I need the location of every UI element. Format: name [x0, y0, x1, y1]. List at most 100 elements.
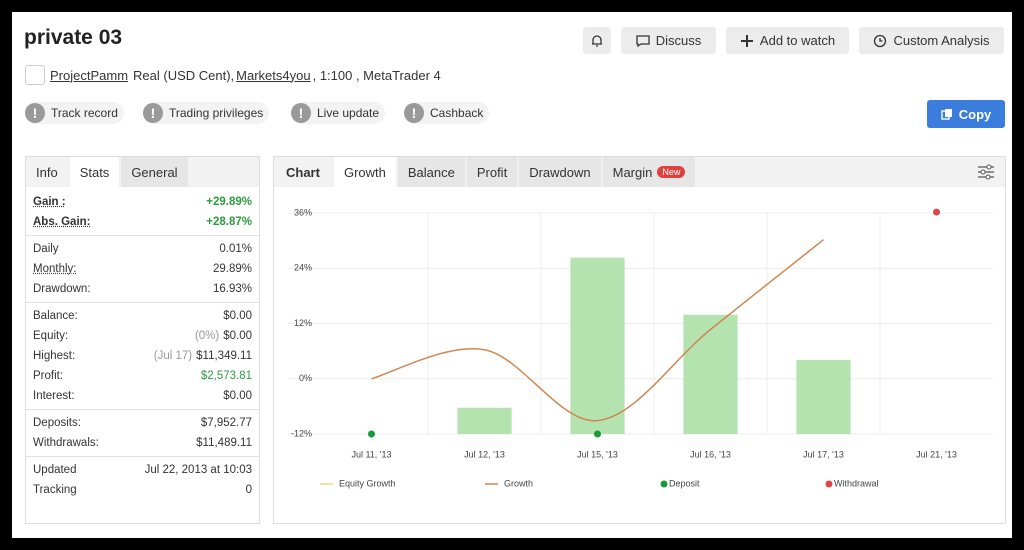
stats-value: $0.00: [223, 330, 252, 342]
chart-tab[interactable]: Drawdown: [519, 157, 601, 187]
stats-value-wrap: $0.00: [223, 390, 252, 402]
stats-group: Balance: $0.00 Equity: (0%) $0.00 Highest: (Ju…: [26, 303, 259, 410]
stats-value-wrap: +28.87%: [206, 216, 252, 228]
x-tick-label: Jul 17, '13: [803, 449, 844, 459]
x-tick-label: Jul 21, '13: [916, 449, 957, 459]
account-details: , 1:100 , MetaTrader 4: [312, 67, 441, 83]
badge-icon: !: [404, 103, 424, 123]
stats-label: Equity:: [33, 330, 69, 342]
stats-note: (0%): [194, 330, 220, 342]
stats-value: 16.93%: [212, 283, 252, 295]
stats-row: Updated Jul 22, 2013 at 10:03: [26, 460, 259, 480]
stats-label: Drawdown:: [33, 283, 91, 295]
chart-tab[interactable]: Profit: [466, 157, 518, 187]
stats-row: Tracking 0: [26, 480, 259, 500]
stats-value-wrap: +29.89%: [206, 196, 252, 208]
stats-value: $0.00: [223, 310, 252, 322]
badge-label: Cashback: [430, 106, 484, 120]
stats-row: Drawdown: 16.93%: [26, 279, 259, 299]
legend-label: Growth: [504, 478, 533, 488]
x-tick-label: Jul 15, '13: [577, 449, 618, 459]
chart-tab[interactable]: Growth: [333, 157, 396, 187]
chart-panel: Chart Growth Balance Profit Drawdown Margin Ne…: [273, 156, 1006, 524]
stats-row: Deposits: $7,952.77: [26, 413, 259, 433]
badge-icon: !: [291, 103, 311, 123]
page-title: private 03: [24, 26, 123, 49]
chart-tab-label: Growth: [343, 164, 386, 180]
x-tick-label: Jul 12, '13: [464, 449, 505, 459]
badge-label: Track record: [51, 106, 118, 120]
stats-value: $11,489.11: [196, 437, 252, 449]
notify-button[interactable]: [583, 27, 611, 54]
account-type: Real (USD Cent),: [133, 67, 235, 83]
stats-group: Gain : +29.89% Abs. Gain: +28.87%: [26, 189, 259, 236]
chart-tab-label: Profit: [476, 164, 508, 180]
point: [594, 430, 601, 438]
y-tick-label: 12%: [294, 318, 312, 328]
stats-label: Gain :: [33, 196, 66, 208]
stats-value-wrap: 16.93%: [213, 283, 252, 295]
stats-row: Monthly: 29.89%: [26, 259, 259, 279]
stats-group: Updated Jul 22, 2013 at 10:03 Tracking 0: [26, 457, 259, 503]
stats-value: $0.00: [223, 390, 252, 402]
badge-icon: !: [143, 103, 163, 123]
badge: ! Trading privileges: [143, 102, 270, 124]
stats-row: Abs. Gain: +28.87%: [26, 212, 259, 232]
stats-value-wrap: $2,573.81: [201, 370, 252, 382]
copy-label: Copy: [958, 106, 992, 122]
stats-value: 29.89%: [212, 263, 252, 275]
bar: [457, 407, 512, 434]
stats-value-wrap: $7,952.77: [201, 417, 252, 429]
legend-label: Withdrawal: [834, 478, 879, 488]
button-icon: [740, 34, 753, 47]
account-line: ProjectPamm Real (USD Cent), Markets4you…: [25, 65, 441, 85]
stats-label: Daily: [33, 243, 59, 255]
header-button[interactable]: Discuss: [621, 27, 716, 54]
x-tick-label: Jul 11, '13: [351, 449, 391, 459]
stats-label: Tracking: [33, 484, 77, 496]
stats-tab[interactable]: Info: [26, 157, 68, 187]
stats-label: Balance:: [33, 310, 78, 322]
stats-tab[interactable]: Stats: [69, 157, 120, 187]
badge-label: Live update: [317, 106, 380, 120]
chart-tab[interactable]: Margin New: [602, 157, 696, 187]
new-badge: New: [657, 166, 686, 178]
header-button[interactable]: Custom Analysis: [859, 27, 1004, 54]
settings-icon[interactable]: [977, 164, 995, 180]
badge-label: Trading privileges: [169, 106, 264, 120]
stats-label: Highest:: [33, 350, 76, 362]
copy-button[interactable]: Copy: [927, 100, 1005, 128]
chart-tab[interactable]: Balance: [397, 157, 465, 187]
stats-value: $2,573.81: [200, 370, 252, 382]
owner-link[interactable]: ProjectPamm: [50, 67, 129, 83]
stats-note: (Jul 17): [153, 350, 193, 362]
button-icon: [874, 34, 887, 47]
stats-value-wrap: Jul 22, 2013 at 10:03: [145, 464, 252, 476]
button-label: Discuss: [655, 33, 702, 48]
stats-value: $11,349.11: [196, 350, 252, 362]
stats-value-wrap: 0: [246, 484, 252, 496]
badge: ! Live update: [291, 102, 386, 124]
stats-row: Balance: $0.00: [26, 306, 259, 326]
stats-label: Updated: [33, 464, 77, 476]
bar: [683, 314, 738, 434]
broker-link[interactable]: Markets4you: [236, 67, 311, 83]
stats-value: +28.87%: [206, 216, 252, 228]
stats-label: Abs. Gain:: [33, 216, 91, 228]
stats-value-wrap: $11,489.11: [196, 437, 252, 449]
chart-tabs: Chart Growth Balance Profit Drawdown Margin Ne…: [274, 157, 1005, 187]
stats-label: Deposits:: [33, 417, 81, 429]
legend-marker: [660, 480, 668, 488]
stats-value: 0: [245, 484, 252, 496]
stats-tab[interactable]: General: [121, 157, 188, 187]
line: [371, 239, 824, 422]
stats-tabs: Info Stats General: [26, 157, 259, 187]
stats-row: Highest: (Jul 17) $11,349.11: [26, 346, 259, 366]
stats-value: Jul 22, 2013 at 10:03: [144, 464, 252, 476]
stats-group: Daily 0.01% Monthly: 29.89% Drawdown: 16.93%: [26, 236, 259, 303]
stats-row: Profit: $2,573.81: [26, 366, 259, 386]
header-button[interactable]: Add to watch: [726, 27, 849, 54]
stats-row: Interest: $0.00: [26, 386, 259, 406]
chart-tab-label: Drawdown: [529, 164, 591, 180]
